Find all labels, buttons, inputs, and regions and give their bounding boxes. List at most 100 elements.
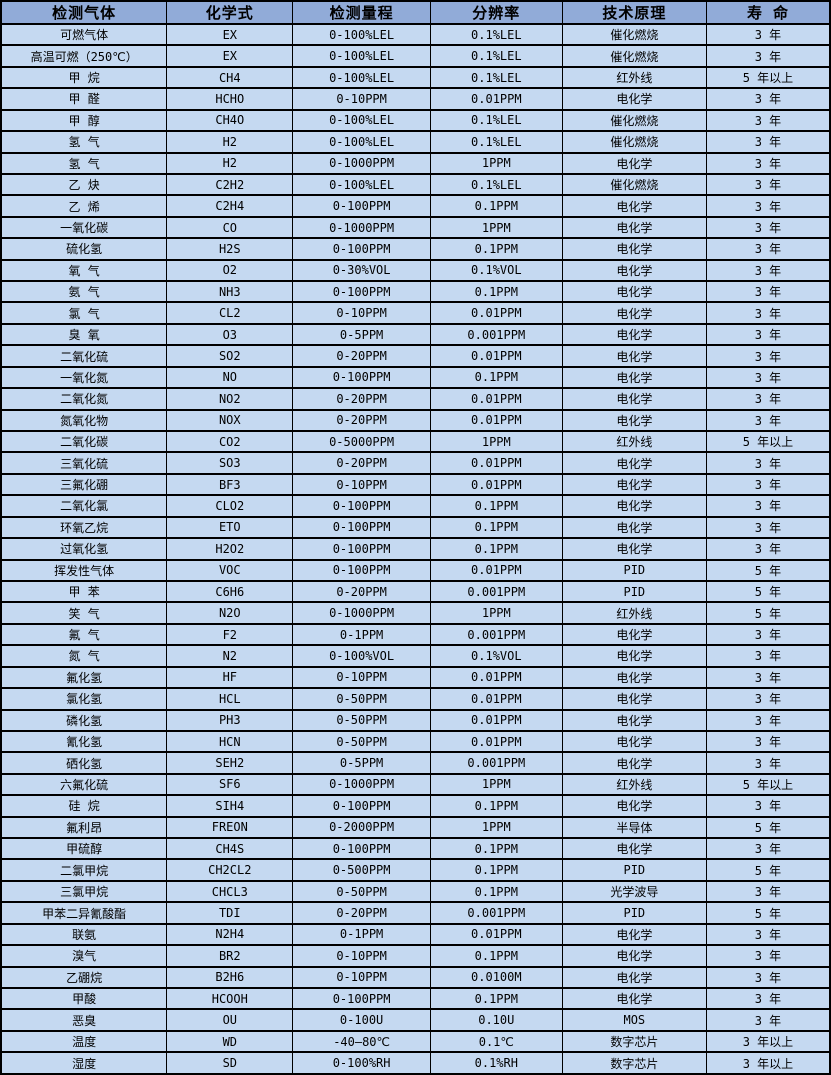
cell-resolution: 0.0100M	[429, 966, 563, 990]
table-row: 三氟化硼 BF3 0-10PPM 0.01PPM 电化学 3 年	[1, 473, 830, 497]
cell-lifespan: 3 年	[705, 987, 830, 1011]
cell-formula: SIH4	[166, 795, 293, 818]
cell-range: 0-50PPM	[292, 688, 431, 711]
cell-gas: 甲 醇	[1, 109, 167, 133]
cell-resolution: 0.001PPM	[429, 902, 563, 925]
cell-range: -40—80℃	[292, 1030, 431, 1054]
cell-principle: 电化学	[561, 709, 707, 732]
cell-gas: 乙 烯	[1, 195, 167, 218]
cell-range: 0-100%RH	[292, 1052, 431, 1075]
table-row: 氟化氢 HF 0-10PPM 0.01PPM 电化学 3 年	[1, 666, 830, 690]
table-row: 六氟化硫 SF6 0-1000PPM 1PPM 红外线 5 年以上	[1, 773, 830, 797]
cell-lifespan: 3 年	[705, 195, 830, 218]
table-row: 氯化氢 HCL 0-50PPM 0.01PPM 电化学 3 年	[1, 688, 830, 711]
cell-range: 0-100PPM	[292, 238, 431, 261]
cell-range: 0-5000PPM	[292, 431, 431, 454]
cell-formula: VOC	[166, 559, 293, 582]
table-row: 甲 醛 HCHO 0-10PPM 0.01PPM 电化学 3 年	[1, 88, 830, 111]
cell-principle: 催化燃烧	[561, 131, 707, 154]
cell-formula: EX	[166, 45, 293, 68]
cell-principle: 红外线	[561, 602, 707, 625]
cell-principle: 电化学	[561, 473, 707, 497]
cell-gas: 笑 气	[1, 602, 167, 625]
cell-formula: NOX	[166, 409, 293, 433]
cell-formula: C6H6	[166, 580, 293, 604]
cell-range: 0-20PPM	[292, 409, 431, 433]
cell-gas: 挥发性气体	[1, 559, 167, 582]
cell-resolution: 0.1PPM	[429, 195, 563, 218]
cell-formula: HF	[166, 666, 293, 690]
table-row: 甲 醇 CH4O 0-100%LEL 0.1%LEL 催化燃烧 3 年	[1, 109, 830, 133]
cell-formula: CH2CL2	[166, 859, 293, 882]
cell-formula: N2	[166, 645, 293, 668]
cell-principle: 红外线	[561, 66, 707, 90]
cell-resolution: 0.1%LEL	[429, 109, 563, 133]
cell-range: 0-50PPM	[292, 880, 431, 904]
cell-formula: SEH2	[166, 752, 293, 775]
cell-lifespan: 3 年	[705, 216, 830, 240]
cell-range: 0-10PPM	[292, 302, 431, 325]
table-row: 乙硼烷 B2H6 0-10PPM 0.0100M 电化学 3 年	[1, 966, 830, 990]
cell-principle: 电化学	[561, 345, 707, 368]
cell-resolution: 0.01PPM	[429, 473, 563, 497]
cell-formula: HCHO	[166, 88, 293, 111]
cell-range: 0-1000PPM	[292, 216, 431, 240]
cell-formula: SF6	[166, 773, 293, 797]
cell-gas: 二氧化碳	[1, 431, 167, 454]
table-row: 氟利昂 FREON 0-2000PPM 1PPM 半导体 5 年	[1, 816, 830, 840]
table-row: 二氧化碳 CO2 0-5000PPM 1PPM 红外线 5 年以上	[1, 431, 830, 454]
cell-principle: 电化学	[561, 452, 707, 475]
table-row: 一氧化碳 CO 0-1000PPM 1PPM 电化学 3 年	[1, 216, 830, 240]
cell-lifespan: 3 年	[705, 88, 830, 111]
cell-formula: CH4S	[166, 838, 293, 861]
cell-formula: NO2	[166, 388, 293, 411]
cell-lifespan: 3 年	[705, 45, 830, 68]
cell-range: 0-1000PPM	[292, 602, 431, 625]
table-row: 氯 气 CL2 0-10PPM 0.01PPM 电化学 3 年	[1, 302, 830, 325]
cell-lifespan: 3 年	[705, 109, 830, 133]
cell-gas: 二氯甲烷	[1, 859, 167, 882]
cell-formula: O2	[166, 259, 293, 283]
cell-gas: 甲 烷	[1, 66, 167, 90]
header-row: 检测气体 化学式 检测量程 分辨率 技术原理 寿 命	[1, 1, 830, 25]
cell-resolution: 0.1%LEL	[429, 24, 563, 47]
cell-principle: 电化学	[561, 302, 707, 325]
cell-range: 0-20PPM	[292, 345, 431, 368]
cell-gas: 氯化氢	[1, 688, 167, 711]
cell-resolution: 0.01PPM	[429, 666, 563, 690]
cell-gas: 湿度	[1, 1052, 167, 1075]
cell-principle: 半导体	[561, 816, 707, 840]
cell-principle: PID	[561, 859, 707, 882]
table-row: 温度 WD -40—80℃ 0.1℃ 数字芯片 3 年以上	[1, 1030, 830, 1054]
table-row: 高温可燃（250℃） EX 0-100%LEL 0.1%LEL 催化燃烧 3 年	[1, 45, 830, 68]
cell-principle: 电化学	[561, 281, 707, 304]
cell-lifespan: 3 年	[705, 281, 830, 304]
cell-gas: 硫化氢	[1, 238, 167, 261]
cell-resolution: 0.1%LEL	[429, 173, 563, 197]
cell-range: 0-5PPM	[292, 752, 431, 775]
cell-range: 0-100%LEL	[292, 24, 431, 47]
table-row: 挥发性气体 VOC 0-100PPM 0.01PPM PID 5 年	[1, 559, 830, 582]
cell-resolution: 0.01PPM	[429, 688, 563, 711]
cell-resolution: 0.1PPM	[429, 516, 563, 540]
cell-gas: 氨 气	[1, 281, 167, 304]
cell-range: 0-100%LEL	[292, 131, 431, 154]
cell-gas: 磷化氢	[1, 709, 167, 732]
cell-lifespan: 5 年	[705, 859, 830, 882]
cell-principle: 电化学	[561, 795, 707, 818]
table-row: 氰化氢 HCN 0-50PPM 0.01PPM 电化学 3 年	[1, 730, 830, 754]
cell-resolution: 0.01PPM	[429, 730, 563, 754]
cell-principle: 电化学	[561, 259, 707, 283]
table-row: 二氯甲烷 CH2CL2 0-500PPM 0.1PPM PID 5 年	[1, 859, 830, 882]
cell-lifespan: 5 年	[705, 580, 830, 604]
cell-resolution: 0.01PPM	[429, 452, 563, 475]
cell-resolution: 0.01PPM	[429, 709, 563, 732]
cell-lifespan: 3 年	[705, 966, 830, 990]
table-row: 乙 炔 C2H2 0-100%LEL 0.1%LEL 催化燃烧 3 年	[1, 173, 830, 197]
cell-gas: 溴气	[1, 945, 167, 968]
cell-principle: 电化学	[561, 495, 707, 518]
cell-range: 0-20PPM	[292, 452, 431, 475]
cell-gas: 联氨	[1, 923, 167, 947]
cell-lifespan: 3 年	[705, 238, 830, 261]
